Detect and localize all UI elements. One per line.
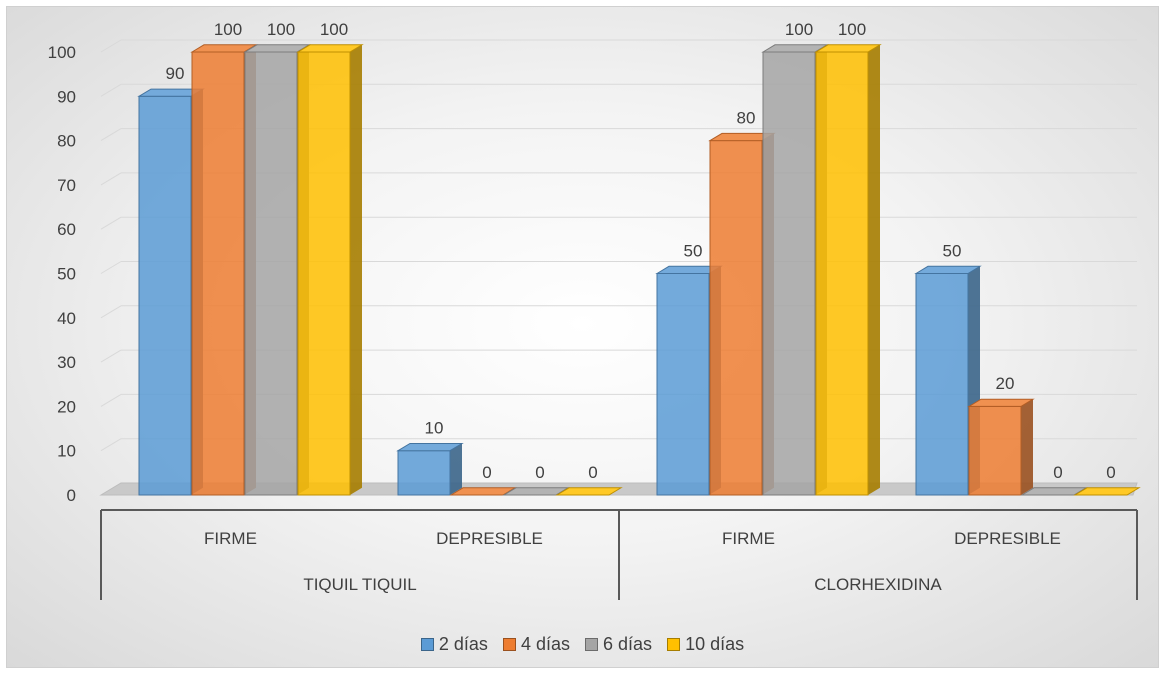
bar bbox=[244, 51, 298, 496]
data-label: 100 bbox=[785, 20, 813, 39]
bar-top bbox=[914, 265, 982, 274]
legend-swatch-2-dias bbox=[420, 638, 434, 651]
legend-item-2-dias: 2 días bbox=[420, 634, 488, 655]
data-label: 100 bbox=[214, 20, 242, 39]
legend: 2 días 4 días 6 días 10 días bbox=[7, 634, 1158, 656]
bar-top bbox=[502, 487, 570, 496]
gridline-side bbox=[100, 39, 122, 53]
legend-swatch-4-dias bbox=[502, 638, 516, 651]
x-tick-label: FIRME bbox=[204, 529, 257, 548]
bar-top bbox=[190, 44, 258, 53]
bar-top bbox=[243, 44, 311, 53]
bar-side bbox=[450, 443, 462, 495]
y-tick-label: 30 bbox=[57, 353, 76, 372]
y-tick-label: 20 bbox=[57, 397, 76, 416]
data-label: 100 bbox=[320, 20, 348, 39]
bar bbox=[762, 51, 816, 496]
legend-label-10-dias: 10 días bbox=[685, 634, 745, 654]
x-group-label: CLORHEXIDINA bbox=[814, 575, 942, 594]
data-label: 20 bbox=[996, 374, 1015, 393]
bar-top bbox=[449, 487, 517, 496]
data-label: 0 bbox=[482, 463, 491, 482]
bar bbox=[815, 51, 869, 496]
data-label: 100 bbox=[267, 20, 295, 39]
gridline-side bbox=[100, 261, 122, 274]
x-tick-label: FIRME bbox=[722, 529, 775, 548]
chart-area: 0 10 20 30 40 50 60 70 80 90 100 90 100 100 100 10 0 0 0 50… bbox=[6, 6, 1159, 668]
bar-top bbox=[814, 44, 882, 53]
y-tick-label: 60 bbox=[57, 220, 76, 239]
x-tick-label: DEPRESIBLE bbox=[954, 529, 1061, 548]
gridline-side bbox=[100, 172, 122, 186]
legend-item-6-dias: 6 días bbox=[585, 634, 652, 655]
bar bbox=[397, 450, 451, 496]
legend-item-10-dias: 10 días bbox=[667, 634, 744, 655]
y-tick-label: 50 bbox=[57, 265, 76, 284]
bar-top bbox=[555, 487, 623, 496]
legend-label-2-dias: 2 días bbox=[438, 634, 488, 654]
bar bbox=[656, 273, 710, 496]
x-tick-label: DEPRESIBLE bbox=[436, 529, 543, 548]
x-group-label: TIQUIL TIQUIL bbox=[303, 575, 416, 594]
legend-item-4-dias: 4 días bbox=[502, 634, 570, 655]
legend-label-6-dias: 6 días bbox=[603, 634, 653, 654]
y-tick-label: 0 bbox=[67, 486, 76, 505]
bar-top bbox=[1020, 487, 1088, 496]
bar-top bbox=[396, 443, 464, 452]
gridline-side bbox=[100, 349, 122, 363]
y-tick-label: 70 bbox=[57, 176, 76, 195]
bar-top bbox=[1073, 487, 1141, 496]
y-tick-label: 80 bbox=[57, 132, 76, 151]
y-tick-label: 90 bbox=[57, 87, 76, 106]
bar-side bbox=[1021, 399, 1033, 495]
gridline-side bbox=[100, 438, 122, 452]
y-tick-label: 40 bbox=[57, 309, 76, 328]
data-label: 0 bbox=[1106, 463, 1115, 482]
data-label: 50 bbox=[684, 241, 703, 260]
bar bbox=[297, 51, 351, 496]
gridline-side bbox=[100, 393, 122, 407]
data-label: 100 bbox=[838, 20, 866, 39]
bar-top bbox=[967, 398, 1035, 407]
data-label: 0 bbox=[535, 463, 544, 482]
bar bbox=[709, 140, 763, 496]
legend-swatch-6-dias bbox=[585, 638, 598, 651]
data-label: 0 bbox=[588, 463, 597, 482]
bar bbox=[191, 51, 245, 496]
legend-label-4-dias: 4 días bbox=[520, 634, 570, 654]
bar bbox=[968, 405, 1022, 496]
data-label: 0 bbox=[1053, 463, 1062, 482]
y-tick-label: 100 bbox=[48, 43, 76, 62]
gridline-side bbox=[100, 305, 122, 319]
bar-top bbox=[761, 44, 829, 53]
gridline-side bbox=[100, 83, 122, 97]
data-label: 50 bbox=[943, 241, 962, 260]
y-tick-label: 10 bbox=[57, 442, 76, 461]
bar-side bbox=[350, 44, 362, 496]
data-label: 10 bbox=[425, 419, 444, 438]
bar bbox=[915, 273, 969, 496]
gridline-side bbox=[100, 216, 122, 230]
bar bbox=[138, 95, 192, 496]
bar-top bbox=[296, 44, 364, 53]
data-label: 80 bbox=[737, 108, 756, 127]
legend-swatch-10-dias bbox=[667, 638, 681, 651]
data-label: 90 bbox=[166, 64, 185, 83]
bar-side bbox=[868, 44, 880, 496]
gridline-side bbox=[100, 128, 122, 142]
